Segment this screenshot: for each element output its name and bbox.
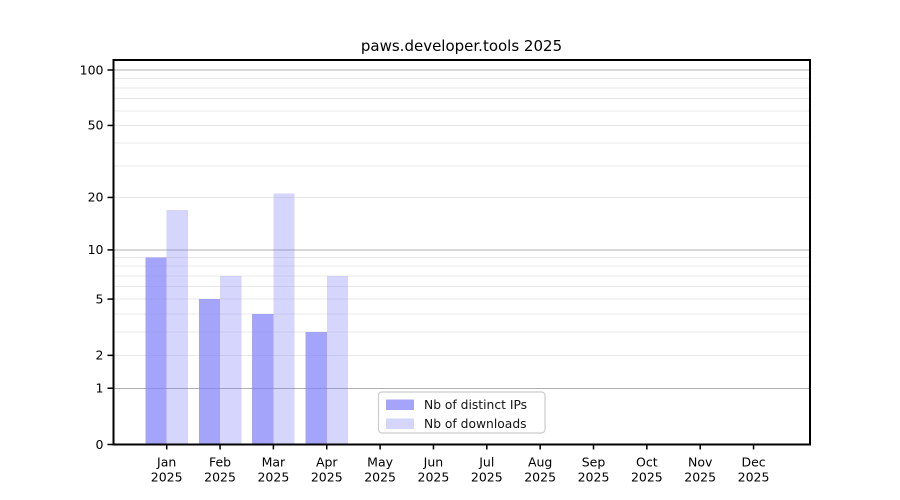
x-tick-year-jun: 2025	[418, 470, 450, 485]
legend: Nb of distinct IPs Nb of downloads	[377, 391, 546, 434]
bar-distinct-ips-mar	[252, 313, 274, 445]
x-tick-label-jul: Jul	[478, 455, 494, 470]
legend-swatch-distinct-ips	[386, 399, 414, 410]
x-tick-label-feb: Feb	[209, 455, 231, 470]
axes-layer: 0125102050100Jan2025Feb2025Mar2025Apr202…	[80, 59, 811, 485]
y-tick-label-2: 2	[96, 348, 104, 363]
bars-layer	[145, 193, 349, 445]
y-tick-label-10: 10	[88, 242, 104, 257]
gridlines-layer	[113, 69, 810, 389]
x-tick-label-dec: Dec	[741, 455, 765, 470]
x-tick-label-jun: Jun	[423, 455, 444, 470]
x-tick-label-apr: Apr	[316, 455, 338, 470]
x-tick-label-oct: Oct	[636, 455, 658, 470]
x-tick-year-jul: 2025	[471, 470, 503, 485]
bar-downloads-feb	[220, 275, 242, 445]
bar-downloads-apr	[326, 275, 349, 445]
x-tick-year-nov: 2025	[684, 470, 716, 485]
legend-label-distinct-ips: Nb of distinct IPs	[424, 398, 527, 412]
y-tick-label-5: 5	[96, 291, 104, 306]
bar-downloads-mar	[273, 193, 295, 445]
x-tick-year-feb: 2025	[204, 470, 236, 485]
x-tick-label-sep: Sep	[582, 455, 606, 470]
x-tick-label-nov: Nov	[688, 455, 713, 470]
y-tick-label-1: 1	[96, 381, 104, 396]
y-tick-label-50: 50	[88, 118, 104, 133]
bar-distinct-ips-jan	[145, 257, 167, 445]
bar-distinct-ips-feb	[198, 299, 221, 445]
plot-frame	[112, 59, 811, 446]
legend-box	[377, 391, 546, 434]
chart-title: paws.developer.tools 2025	[361, 37, 562, 55]
legend-swatch-downloads	[386, 418, 414, 429]
x-tick-label-mar: Mar	[262, 455, 286, 470]
y-tick-label-100: 100	[80, 62, 104, 77]
x-tick-year-jan: 2025	[151, 470, 183, 485]
y-tick-label-0: 0	[96, 437, 104, 452]
bar-downloads-jan	[166, 209, 188, 445]
x-tick-year-aug: 2025	[524, 470, 556, 485]
x-tick-year-dec: 2025	[738, 470, 770, 485]
x-tick-label-aug: Aug	[528, 455, 552, 470]
legend-label-downloads: Nb of downloads	[424, 417, 527, 431]
x-tick-year-mar: 2025	[257, 470, 289, 485]
x-tick-label-jan: Jan	[156, 455, 176, 470]
x-tick-year-oct: 2025	[631, 470, 663, 485]
x-tick-year-sep: 2025	[578, 470, 610, 485]
bar-distinct-ips-apr	[305, 332, 327, 445]
x-tick-year-apr: 2025	[311, 470, 343, 485]
y-tick-label-20: 20	[88, 190, 104, 205]
x-tick-label-may: May	[367, 455, 393, 470]
x-tick-year-may: 2025	[364, 470, 396, 485]
